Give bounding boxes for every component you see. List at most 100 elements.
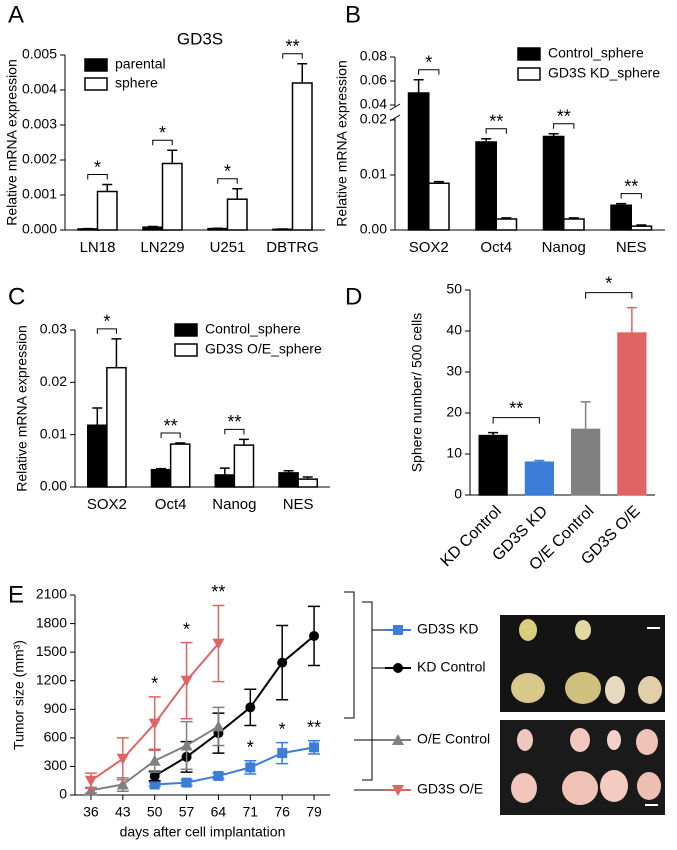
legend-label: Control_sphere <box>548 45 644 61</box>
x-tick-label: 79 <box>306 804 322 820</box>
y-tick-label: 0.00 <box>40 478 67 494</box>
legend-label: sphere <box>115 75 158 91</box>
y-tick-label: 1500 <box>36 643 67 659</box>
y-axis-label: Relative mRNA expression <box>14 325 30 492</box>
y-tick-label: 1800 <box>36 614 67 630</box>
bar <box>479 436 507 495</box>
bar <box>98 192 118 231</box>
bar <box>228 199 248 230</box>
significance-label: ** <box>557 107 571 127</box>
y-axis-label: Tumor size (mm³) <box>11 640 27 750</box>
tumor-photo <box>500 720 665 815</box>
y-tick-label: 0.02 <box>40 373 67 389</box>
legend-label: parental <box>115 56 166 72</box>
significance-label: ** <box>489 111 503 131</box>
significance-label: * <box>247 737 254 757</box>
legend-swatch <box>85 59 107 71</box>
marker <box>213 771 223 781</box>
x-tick-label: 64 <box>211 804 227 820</box>
bar <box>293 83 313 230</box>
bar <box>152 470 171 487</box>
y-tick-label: 30 <box>446 363 462 379</box>
x-tick-label: NES <box>283 496 314 513</box>
significance-bracket <box>586 293 632 299</box>
series-line <box>155 747 314 784</box>
panel-letter: A <box>8 1 24 28</box>
x-tick-label: 71 <box>243 804 259 820</box>
y-tick-label: 300 <box>44 757 68 773</box>
y-tick-label: 0 <box>59 786 67 802</box>
x-tick-label: 57 <box>179 804 195 820</box>
y-tick-label: 0.002 <box>22 151 57 167</box>
error-bar <box>627 308 637 333</box>
y-tick-label: 0.02 <box>360 111 387 127</box>
chart-title: GD3S <box>177 29 223 48</box>
y-axis-label: Relative mRNA expression <box>4 59 20 226</box>
legend-swatch <box>518 48 540 60</box>
bar <box>279 473 298 487</box>
error-bar <box>581 402 591 429</box>
y-tick-label: 0.005 <box>22 46 57 62</box>
error-bar <box>148 227 158 228</box>
marker <box>117 754 129 765</box>
tumor-photo <box>500 615 665 712</box>
x-tick-label: SOX2 <box>87 496 127 513</box>
legend-label: GD3S O/E <box>417 781 483 797</box>
legend-label: GD3S O/E_sphere <box>205 341 322 357</box>
bar <box>476 142 496 230</box>
x-tick-label: KD Control <box>438 503 505 570</box>
y-tick-label: 0.003 <box>22 116 57 132</box>
significance-label: ** <box>307 717 321 737</box>
x-tick-label: Oct4 <box>480 239 512 256</box>
error-bar <box>92 408 102 425</box>
x-tick-label: SOX2 <box>409 239 449 256</box>
marker <box>277 748 287 758</box>
group-bracket <box>362 602 372 780</box>
panel-letter: E <box>8 581 24 608</box>
y-tick-label: 2100 <box>36 586 67 602</box>
bar <box>526 462 554 495</box>
significance-label: ** <box>509 398 523 418</box>
bar <box>496 219 516 230</box>
x-tick-label: LN18 <box>80 239 116 256</box>
y-tick-label: 0.03 <box>40 321 67 337</box>
x-axis-label: days after cell implantation <box>120 824 286 840</box>
x-tick-label: LN229 <box>140 239 184 256</box>
bar <box>298 479 317 487</box>
error-bar <box>111 339 121 368</box>
bar <box>107 368 126 487</box>
y-tick-label: 0.08 <box>360 48 387 64</box>
marker <box>277 658 287 668</box>
marker <box>393 625 403 635</box>
error-bar <box>220 468 230 475</box>
marker <box>245 762 255 772</box>
y-axis-label: Sphere number/ 500 cells <box>409 313 425 473</box>
significance-label: ** <box>624 176 638 196</box>
legend-label: O/E Control <box>417 731 490 747</box>
x-tick-label: Oct4 <box>155 496 187 513</box>
error-bar <box>239 439 249 445</box>
series-line <box>155 636 314 776</box>
significance-label: * <box>103 312 110 332</box>
significance-label: * <box>425 53 432 73</box>
bar <box>163 164 183 231</box>
significance-label: * <box>183 619 190 639</box>
y-tick-label: 0 <box>454 486 462 502</box>
y-tick-label: 0.01 <box>360 166 387 182</box>
y-tick-label: 0.01 <box>40 425 67 441</box>
x-tick-label: 76 <box>274 804 290 820</box>
x-tick-label: 36 <box>83 804 99 820</box>
legend-swatch <box>175 324 197 336</box>
significance-bracket <box>493 418 539 424</box>
significance-label: ** <box>211 582 225 602</box>
y-tick-label: 0.004 <box>22 81 57 97</box>
panel-letter: C <box>8 283 25 310</box>
legend-label: GD3S KD_sphere <box>548 65 660 81</box>
group-bracket <box>344 592 354 718</box>
error-bar <box>102 185 112 192</box>
marker <box>85 776 97 787</box>
marker <box>149 755 161 766</box>
bar <box>88 425 107 487</box>
marker <box>309 631 319 641</box>
legend-label: Control_sphere <box>205 321 301 337</box>
